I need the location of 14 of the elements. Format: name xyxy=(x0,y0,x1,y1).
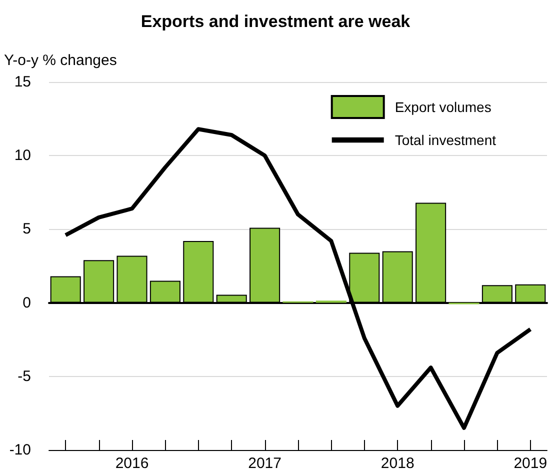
y-tick-label: -5 xyxy=(18,368,31,385)
y-axis-title: Y-o-y % changes xyxy=(4,52,117,69)
x-tick-label: 2018 xyxy=(380,455,414,472)
legend-label: Total investment xyxy=(394,132,496,148)
y-tick-label: 10 xyxy=(14,147,31,164)
y-tick-label: 0 xyxy=(22,294,31,312)
x-tick-label: 2016 xyxy=(115,455,149,472)
x-tick-label: 2017 xyxy=(248,455,282,472)
legend-label: Export volumes xyxy=(394,99,492,115)
y-tick-label: 15 xyxy=(14,74,31,90)
x-tick-label: 2019 xyxy=(514,455,548,472)
chart-title: Exports and investment are weak xyxy=(140,12,411,31)
y-tick-label: -10 xyxy=(9,442,31,458)
y-tick-label: 5 xyxy=(22,220,31,238)
